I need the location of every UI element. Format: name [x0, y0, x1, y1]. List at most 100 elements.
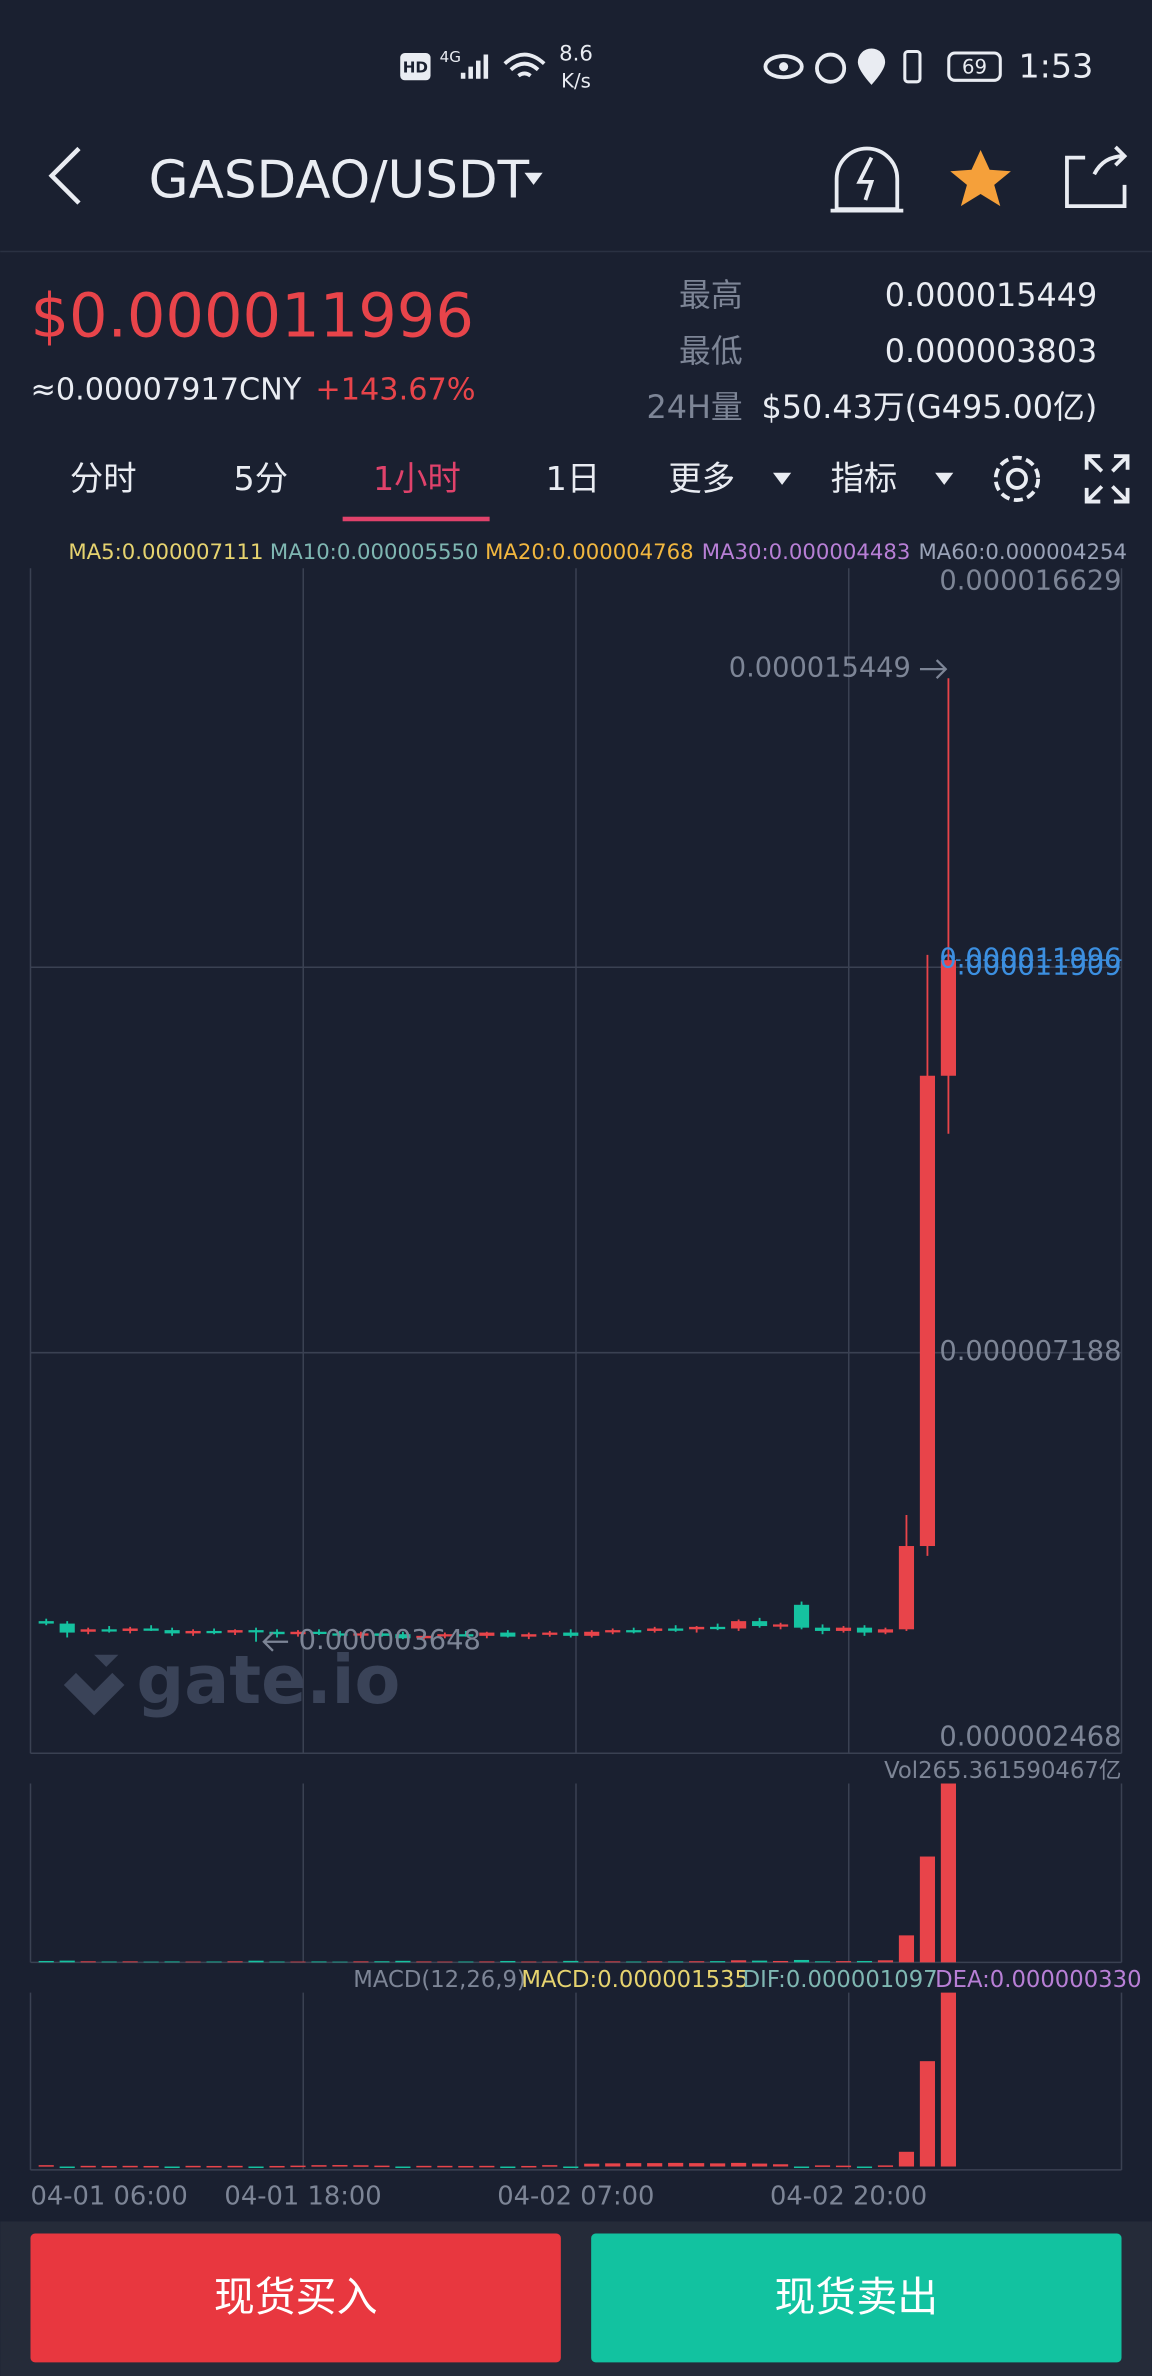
- tab[interactable]: 分时: [70, 459, 137, 498]
- y-tick-label: 0.000007188: [939, 1336, 1121, 1367]
- x-tick-label: 04-01 18:00: [224, 2182, 381, 2212]
- tab[interactable]: 指标: [831, 459, 898, 498]
- macd-bar: [793, 2166, 810, 2169]
- macd-bar: [479, 2165, 495, 2168]
- header: GASDAO/USDT: [0, 145, 1152, 253]
- volume-bar: [521, 1961, 537, 1963]
- candle-body: [437, 1634, 453, 1637]
- time: 1:53: [1018, 47, 1093, 86]
- ticker: $0.000011996 ≈0.00007917CNY +143.67% 最高 …: [30, 276, 1097, 426]
- fullscreen-icon[interactable]: [1084, 454, 1130, 504]
- candle-body: [416, 1635, 432, 1639]
- volume-bar: [290, 1961, 306, 1963]
- candle-body: [206, 1630, 222, 1634]
- volume-bar: [164, 1961, 180, 1963]
- sell-button[interactable]: [591, 2233, 1122, 2363]
- back-button[interactable]: [48, 146, 81, 205]
- battery: 69: [962, 56, 987, 79]
- volume-bar: [752, 1960, 768, 1963]
- change: +143.67%: [315, 372, 475, 407]
- macd-bar: [395, 2166, 411, 2169]
- x-tick-label: 04-02 20:00: [770, 2182, 927, 2212]
- low-marker: 0.000003648: [299, 1625, 481, 1656]
- volume-bar: [647, 1961, 663, 1963]
- volume-bar: [416, 1961, 432, 1963]
- volume-bar: [227, 1961, 243, 1963]
- battery-icon: [947, 51, 1002, 82]
- tab-active[interactable]: 1小时: [373, 459, 461, 498]
- macd-bar: [668, 2162, 684, 2167]
- volume-bar: [605, 1961, 621, 1963]
- volume-bar: [38, 1960, 54, 1963]
- favorite-icon[interactable]: [950, 150, 1011, 207]
- volume-bar: [919, 1856, 936, 1963]
- macd-bar: [689, 2163, 705, 2167]
- tab[interactable]: 1日: [546, 459, 601, 498]
- macd-bar: [206, 2165, 222, 2168]
- macd-bar: [38, 2165, 54, 2167]
- low-value: 0.000003803: [885, 332, 1098, 370]
- tab-dropdown: [772, 472, 792, 485]
- volume-bar: [731, 1960, 747, 1963]
- eye-icon: [763, 54, 804, 80]
- candle-body: [772, 1624, 789, 1627]
- buy-button[interactable]: [30, 2233, 561, 2363]
- macd-bar: [814, 2165, 831, 2167]
- pair-dropdown[interactable]: [524, 172, 543, 185]
- candle-body: [584, 1631, 600, 1636]
- tab[interactable]: 5分: [234, 459, 289, 498]
- watermark-logo: [63, 1654, 125, 1716]
- candle-body: [542, 1632, 558, 1635]
- volume-bar: [668, 1961, 684, 1963]
- macd-bar: [185, 2165, 201, 2168]
- candle-body: [793, 1604, 810, 1628]
- candle-body: [374, 1633, 390, 1636]
- macd-bar: [122, 2165, 138, 2168]
- volume-bar: [395, 1960, 411, 1963]
- candle-body: [458, 1634, 474, 1637]
- macd-bar: [374, 2165, 390, 2168]
- volume-bar: [542, 1961, 558, 1963]
- share-icon[interactable]: [1065, 145, 1128, 208]
- volume-bar: [500, 1960, 516, 1963]
- macd-bar: [332, 2165, 348, 2167]
- volume-bar: [311, 1961, 327, 1963]
- sell-label[interactable]: 现货卖出: [775, 2273, 939, 2321]
- candle-body: [395, 1634, 411, 1639]
- price-cny: ≈0.00007917CNY: [30, 372, 301, 407]
- signal-icon: [460, 54, 489, 79]
- alert-icon[interactable]: [830, 146, 904, 213]
- candle-body: [500, 1632, 516, 1637]
- candle-body: [38, 1621, 54, 1624]
- candle-body: [227, 1630, 243, 1633]
- macd-bar: [835, 2165, 852, 2168]
- candle-body: [332, 1633, 348, 1636]
- high-marker-arrow: [919, 659, 948, 680]
- volume-bar: [458, 1961, 474, 1963]
- tab[interactable]: 更多: [668, 459, 735, 498]
- candle-body: [668, 1628, 684, 1631]
- last-price: 0.000011996: [939, 944, 1121, 975]
- pair[interactable]: GASDAO/USDT: [149, 150, 530, 210]
- macd-bar: [458, 2165, 474, 2168]
- macd-bar: [437, 2165, 453, 2168]
- macd-bar: [898, 2151, 915, 2167]
- ma-legend: MA10:0.000005550: [270, 540, 479, 565]
- x-tick-label: 04-02 07:00: [497, 2182, 654, 2212]
- buy-label[interactable]: 现货买入: [214, 2273, 378, 2321]
- candle-body: [164, 1630, 180, 1634]
- macd-bar: [710, 2163, 726, 2167]
- volume-bar: [479, 1961, 495, 1963]
- vibrate-icon: [903, 50, 922, 84]
- macd-label: DEA:0.000000330: [935, 1967, 1141, 1993]
- network: 4G: [440, 48, 461, 66]
- volume-bar: [940, 1783, 956, 1963]
- candle-body: [59, 1623, 75, 1633]
- volume-bar: [269, 1961, 285, 1963]
- macd-bar: [311, 2165, 327, 2167]
- macd-bar: [80, 2165, 96, 2168]
- candle-body: [710, 1626, 726, 1630]
- settings-icon[interactable]: [993, 455, 1041, 502]
- volume-bar: [772, 1960, 789, 1963]
- volume-value: $50.43万(G495.00亿): [762, 388, 1098, 426]
